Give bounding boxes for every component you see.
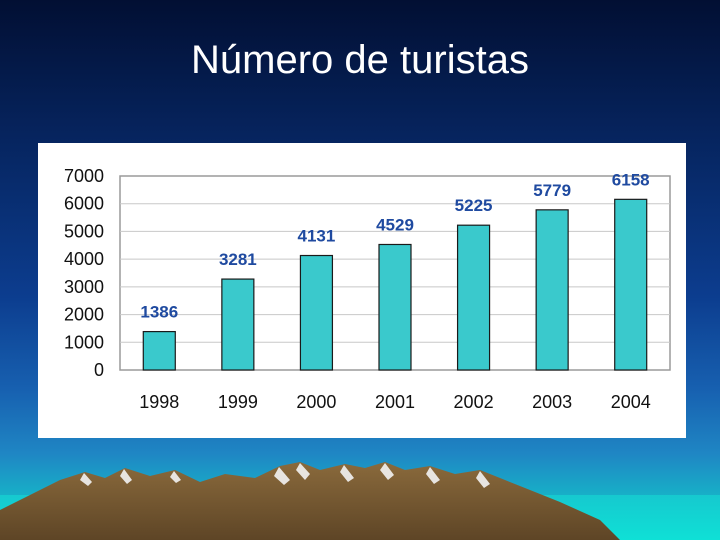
data-label: 5779 [533, 181, 571, 200]
x-tick-label: 1999 [218, 392, 258, 412]
x-tick-label: 2000 [296, 392, 336, 412]
y-tick-label: 2000 [64, 305, 104, 325]
y-tick-label: 1000 [64, 332, 104, 352]
data-label: 3281 [219, 250, 257, 269]
x-tick-label: 2001 [375, 392, 415, 412]
data-label: 5225 [455, 196, 493, 215]
bar [614, 198, 648, 371]
bar [456, 224, 491, 371]
y-tick-label: 6000 [64, 194, 104, 214]
bar [221, 278, 255, 371]
mountain-landscape [0, 462, 720, 540]
bar [535, 209, 569, 371]
slide-title: Número de turistas [191, 38, 529, 82]
bar [299, 254, 334, 371]
y-tick-label: 5000 [64, 221, 104, 241]
y-tick-label: 0 [94, 360, 104, 380]
chart-panel: 0 1000 2000 3000 4000 5000 6000 7000 1386 1998 328… [38, 143, 686, 438]
y-tick-label: 3000 [64, 277, 104, 297]
y-tick-label: 7000 [64, 166, 104, 186]
y-tick-label: 4000 [64, 249, 104, 269]
data-label: 4529 [376, 215, 414, 234]
x-tick-label: 2003 [532, 392, 572, 412]
data-label: 1386 [140, 303, 178, 322]
bar-chart: 0 1000 2000 3000 4000 5000 6000 7000 1386 1998 328… [64, 166, 671, 412]
x-tick-label: 2004 [611, 392, 651, 412]
data-label: 6158 [612, 170, 650, 189]
x-tick-label: 1998 [139, 392, 179, 412]
bar [142, 330, 176, 371]
bar [378, 243, 412, 371]
data-label: 4131 [298, 227, 336, 246]
x-tick-label: 2002 [454, 392, 494, 412]
